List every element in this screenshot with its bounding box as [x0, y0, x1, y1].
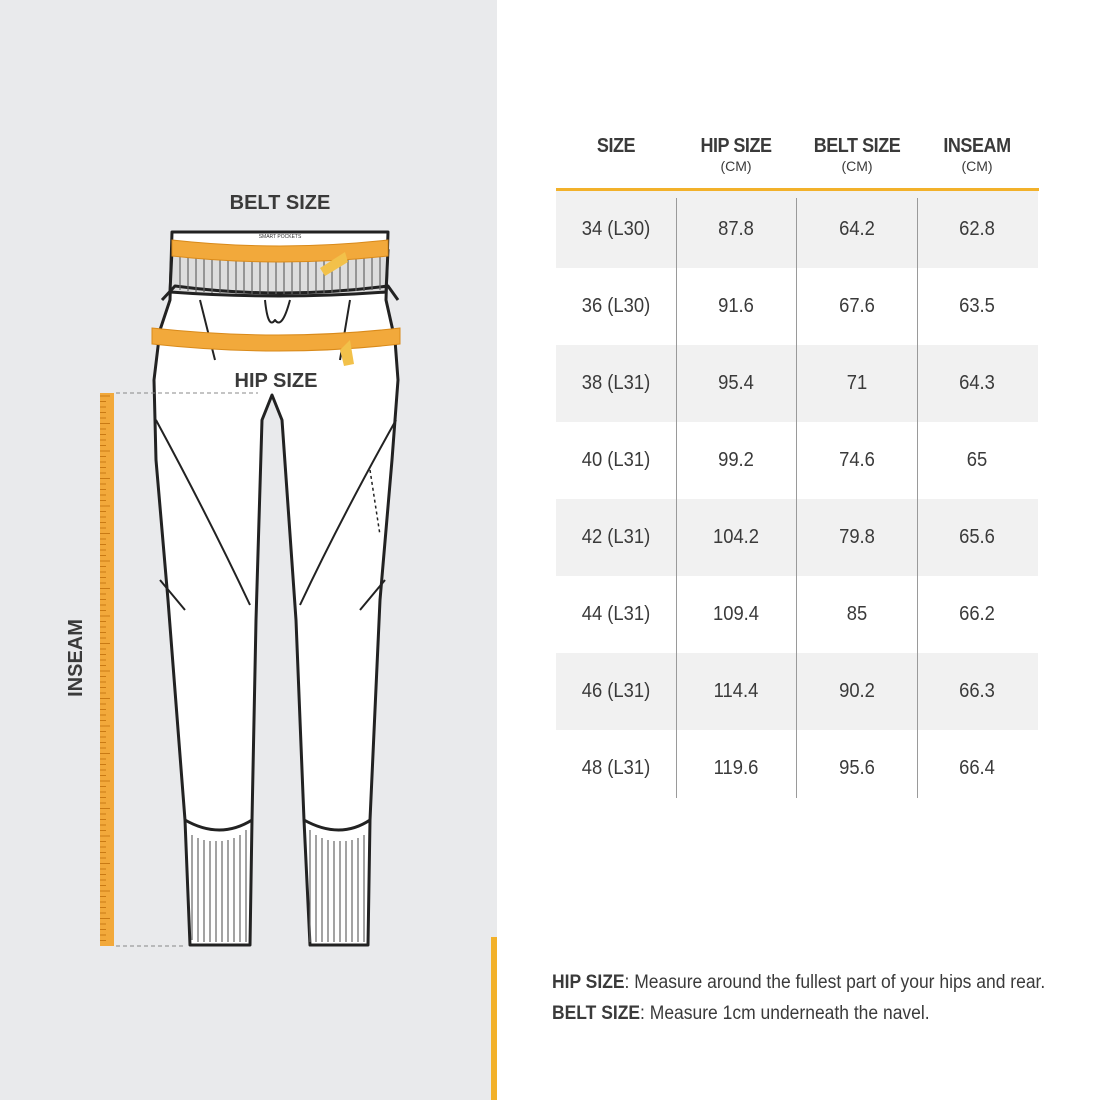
header-unit: (CM) [841, 158, 873, 174]
cell: 46 (L31) [581, 680, 651, 702]
note: HIP SIZE: Measure around the fullest par… [552, 972, 1045, 994]
cell: 66.4 [959, 757, 995, 779]
row-background [556, 499, 1038, 576]
cell: 62.8 [959, 218, 995, 240]
cell: 66.2 [959, 603, 995, 625]
header-title: BELT SIZE [813, 135, 901, 157]
cell: 64.2 [839, 218, 875, 240]
pants-illustration: BELT SIZE HIP SIZE INSEAM SMART POCKETS [65, 192, 401, 947]
cell: 95.6 [839, 757, 875, 779]
cell: 74.6 [839, 449, 875, 471]
note-text: : Measure 1cm underneath the navel. [640, 1003, 930, 1024]
note-term: BELT SIZE [552, 1003, 641, 1024]
cell: 90.2 [839, 680, 875, 702]
header-rule [556, 188, 1039, 191]
cell: 119.6 [713, 757, 759, 779]
cell: 48 (L31) [581, 757, 651, 779]
cell: 42 (L31) [581, 526, 651, 548]
header-unit: (CM) [720, 158, 752, 174]
row-background [556, 345, 1038, 422]
row-background [556, 653, 1038, 730]
hip-label: HIP SIZE [235, 370, 318, 392]
note-text: : Measure around the fullest part of you… [624, 972, 1046, 993]
cell: 67.6 [839, 295, 875, 317]
cell: 34 (L30) [581, 218, 651, 240]
inseam-ruler [100, 393, 114, 946]
column-header: BELT SIZE (CM) [792, 135, 922, 174]
cell: 109.4 [712, 603, 760, 625]
tag-label: SMART POCKETS [259, 234, 302, 240]
cell: 85 [846, 603, 868, 625]
column-separator [676, 198, 677, 798]
cell: 36 (L30) [581, 295, 651, 317]
illustration-panel: BELT SIZE HIP SIZE INSEAM SMART POCKETS [0, 0, 497, 1100]
belt-label: BELT SIZE [230, 192, 331, 214]
header-unit: (CM) [961, 158, 993, 174]
cell: 91.6 [718, 295, 754, 317]
cell: 79.8 [839, 526, 875, 548]
column-header: HIP SIZE (CM) [671, 135, 801, 174]
cell: 104.2 [712, 526, 760, 548]
inseam-label: INSEAM [65, 619, 87, 697]
column-header: SIZE [551, 135, 681, 158]
cell: 99.2 [718, 449, 754, 471]
cell: 38 (L31) [581, 372, 651, 394]
cell: 71 [846, 372, 868, 394]
cell: 63.5 [959, 295, 995, 317]
note: BELT SIZE: Measure 1cm underneath the na… [552, 1003, 930, 1025]
accent-bar [491, 937, 497, 1100]
header-title: SIZE [596, 135, 636, 157]
cell: 44 (L31) [581, 603, 651, 625]
note-term: HIP SIZE [552, 972, 625, 993]
cell: 40 (L31) [581, 449, 651, 471]
column-header: INSEAM (CM) [912, 135, 1042, 174]
cell: 65.6 [959, 526, 995, 548]
column-separator [796, 198, 797, 798]
cell: 65 [966, 449, 988, 471]
header-title: INSEAM [943, 135, 1011, 157]
column-separator [917, 198, 918, 798]
cell: 95.4 [718, 372, 754, 394]
cell: 66.3 [959, 680, 995, 702]
cell: 114.4 [713, 680, 759, 702]
row-background [556, 191, 1038, 268]
cell: 64.3 [959, 372, 995, 394]
header-title: HIP SIZE [700, 135, 772, 157]
cell: 87.8 [718, 218, 754, 240]
